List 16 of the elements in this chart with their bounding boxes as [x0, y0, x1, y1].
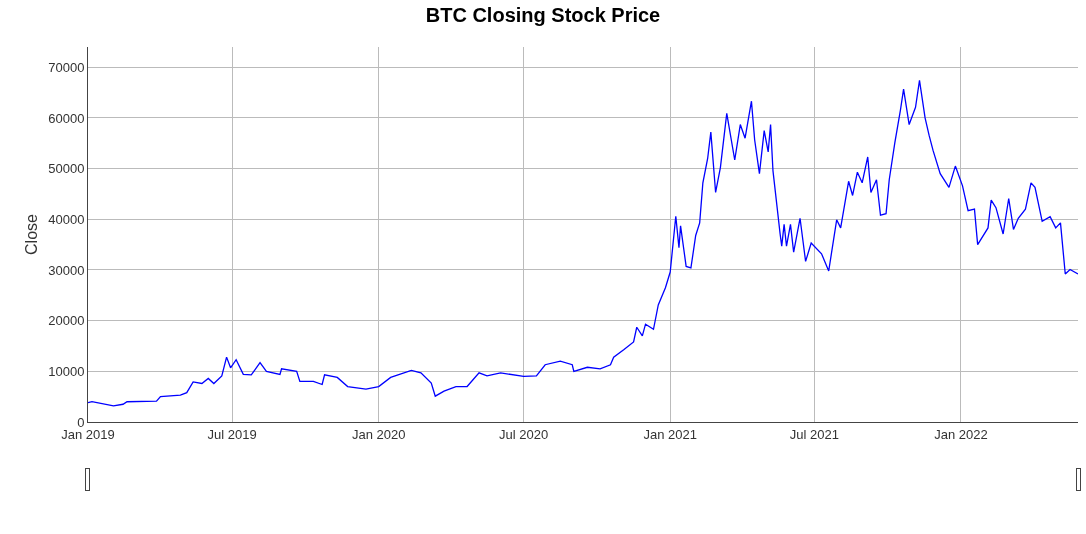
x-tick-label: Jul 2021 [789, 426, 839, 442]
y-tick-label: 50000 [48, 161, 85, 177]
x-tick-label: Jul 2019 [207, 426, 257, 442]
y-tick-label: 60000 [48, 110, 85, 126]
x-tick-label: Jan 2021 [643, 426, 697, 442]
y-tick-label: 20000 [48, 313, 85, 329]
x-tick-label: Jan 2022 [934, 426, 988, 442]
y-tick-label: 30000 [48, 262, 85, 278]
y-tick-label: 40000 [48, 211, 85, 227]
y-tick-label: 70000 [48, 59, 85, 75]
y-tick-label: 10000 [48, 363, 85, 379]
y-axis-title: Close [23, 213, 41, 255]
x-tick-label: Jul 2020 [499, 426, 549, 442]
chart-title: BTC Closing Stock Price [425, 4, 661, 27]
x-tick-label: Jan 2020 [351, 426, 406, 442]
line-series [88, 79, 1078, 407]
